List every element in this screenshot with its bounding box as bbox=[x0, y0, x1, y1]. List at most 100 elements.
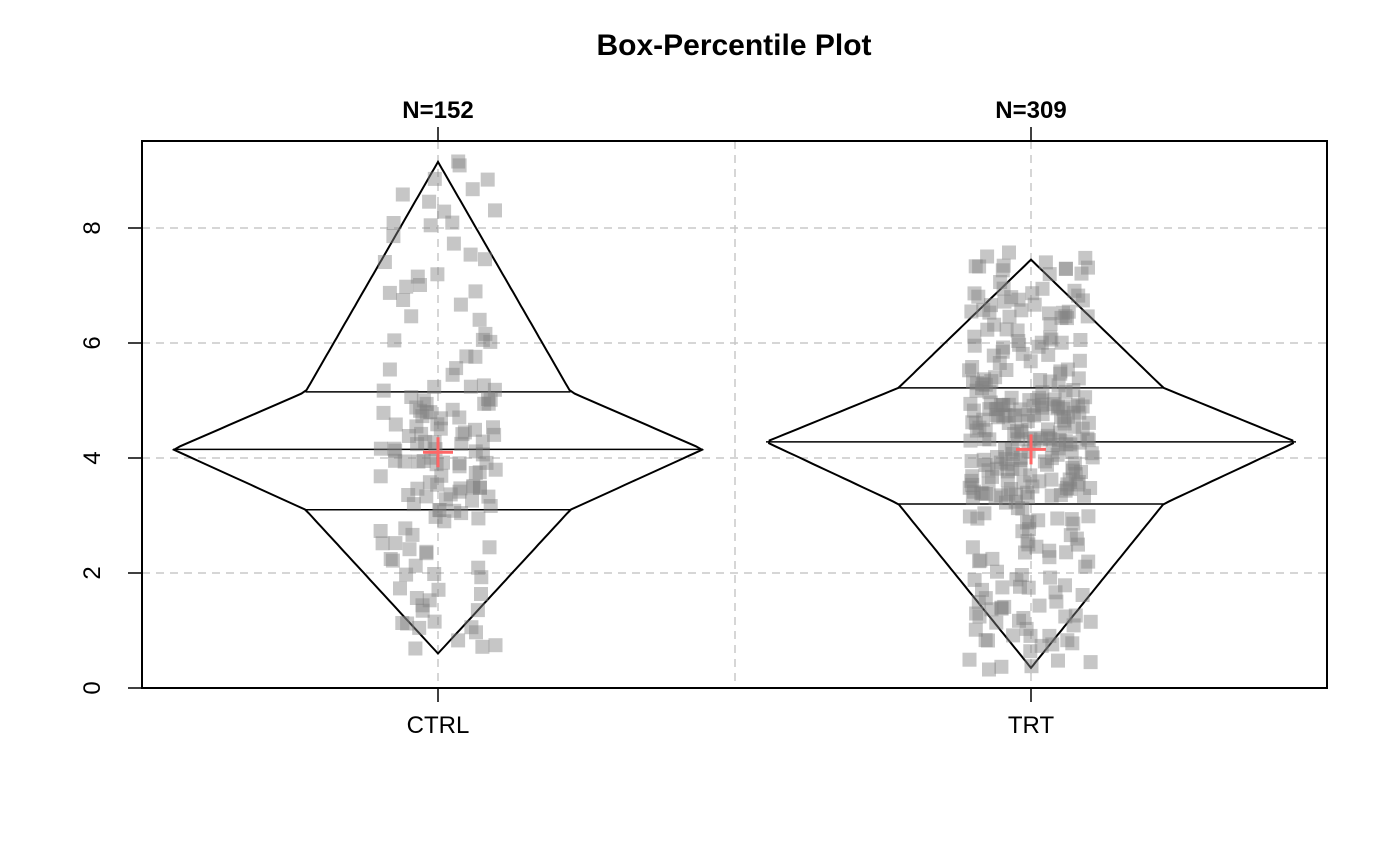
data-point bbox=[466, 480, 481, 495]
data-point bbox=[1073, 333, 1088, 347]
data-point bbox=[1045, 438, 1060, 452]
data-point bbox=[414, 426, 429, 441]
data-point bbox=[1081, 415, 1096, 430]
data-point bbox=[976, 452, 991, 467]
data-point bbox=[998, 408, 1013, 422]
data-point bbox=[1066, 618, 1081, 633]
data-point bbox=[1035, 407, 1050, 422]
data-point bbox=[1059, 261, 1073, 276]
data-point bbox=[481, 392, 495, 406]
data-point bbox=[1021, 580, 1036, 595]
data-point bbox=[1065, 461, 1080, 475]
data-point bbox=[976, 412, 991, 427]
data-point bbox=[457, 425, 472, 440]
data-point bbox=[375, 536, 390, 551]
data-point bbox=[463, 247, 478, 262]
y-tick-label: 8 bbox=[79, 221, 106, 234]
data-point bbox=[1016, 611, 1031, 625]
data-point bbox=[410, 481, 425, 496]
data-point bbox=[1059, 480, 1074, 495]
axes: N=152 CTRL N=309 TRT 0 2 4 6 8 bbox=[79, 97, 1067, 739]
data-point bbox=[408, 558, 423, 573]
data-point bbox=[405, 527, 420, 542]
data-point bbox=[445, 402, 460, 417]
data-point bbox=[999, 322, 1014, 337]
data-point bbox=[468, 444, 483, 459]
data-point bbox=[1083, 655, 1098, 670]
data-point bbox=[1026, 398, 1041, 413]
data-point bbox=[1059, 545, 1074, 560]
y-tick-label: 6 bbox=[79, 336, 106, 349]
data-point bbox=[437, 204, 452, 219]
data-point bbox=[996, 397, 1011, 412]
plot-frame bbox=[141, 140, 1328, 689]
data-point bbox=[1013, 579, 1027, 594]
data-point bbox=[982, 662, 996, 677]
data-point bbox=[972, 609, 987, 624]
data-point bbox=[483, 499, 498, 513]
data-point bbox=[1012, 337, 1027, 352]
data-point bbox=[413, 403, 428, 418]
percentile-outline bbox=[171, 159, 705, 655]
data-point bbox=[419, 546, 434, 561]
data-point bbox=[975, 582, 989, 597]
data-point bbox=[1053, 488, 1068, 502]
data-point bbox=[1002, 245, 1016, 260]
data-point bbox=[1031, 513, 1046, 528]
data-point bbox=[975, 486, 990, 501]
data-point bbox=[1010, 432, 1025, 447]
data-point bbox=[1008, 408, 1023, 423]
data-point bbox=[475, 332, 490, 347]
data-point bbox=[972, 259, 987, 274]
data-point bbox=[1069, 531, 1084, 546]
data-point bbox=[475, 447, 490, 462]
data-point bbox=[1051, 653, 1065, 668]
data-point bbox=[1064, 445, 1079, 459]
data-point bbox=[1084, 446, 1099, 461]
data-point bbox=[481, 489, 496, 504]
data-point bbox=[964, 454, 979, 469]
data-point bbox=[459, 349, 474, 364]
data-point bbox=[977, 432, 992, 447]
data-point bbox=[413, 278, 427, 292]
data-point bbox=[1015, 501, 1030, 516]
data-point bbox=[474, 587, 488, 601]
data-point bbox=[1049, 594, 1064, 609]
data-point bbox=[376, 405, 391, 420]
data-point bbox=[972, 554, 987, 569]
data-point bbox=[1054, 335, 1069, 350]
data-point bbox=[1056, 401, 1071, 416]
data-point bbox=[1063, 481, 1078, 496]
data-point bbox=[432, 503, 447, 517]
data-point bbox=[401, 488, 416, 502]
data-point bbox=[965, 360, 980, 374]
data-point bbox=[1065, 636, 1080, 651]
data-point bbox=[1075, 293, 1090, 308]
data-point bbox=[1080, 309, 1095, 324]
data-point bbox=[464, 620, 479, 635]
data-point bbox=[1071, 288, 1086, 303]
data-point bbox=[1035, 385, 1050, 400]
data-point bbox=[1025, 286, 1040, 301]
data-point bbox=[1051, 399, 1065, 414]
data-point bbox=[981, 633, 995, 648]
data-point bbox=[1037, 454, 1052, 469]
data-point bbox=[962, 509, 977, 524]
data-point bbox=[1067, 283, 1082, 298]
data-point bbox=[453, 297, 468, 312]
data-point bbox=[1078, 250, 1093, 265]
data-point bbox=[978, 633, 993, 648]
data-point bbox=[422, 475, 437, 490]
data-point bbox=[962, 652, 977, 667]
data-point bbox=[382, 285, 397, 300]
data-point bbox=[430, 477, 445, 492]
data-point bbox=[1051, 441, 1066, 456]
x-tick-label: TRT bbox=[1008, 712, 1055, 739]
data-point bbox=[990, 461, 1005, 476]
data-point bbox=[971, 289, 986, 304]
data-point bbox=[1058, 434, 1073, 449]
data-point bbox=[977, 506, 992, 521]
data-point bbox=[415, 603, 430, 618]
data-point bbox=[985, 469, 999, 484]
data-point bbox=[446, 236, 461, 251]
